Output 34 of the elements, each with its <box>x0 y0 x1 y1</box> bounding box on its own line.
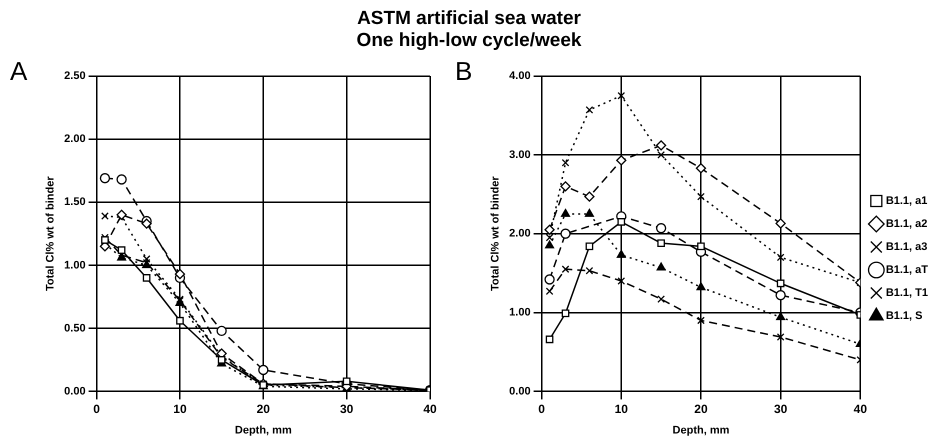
x-tick-label: 40 <box>423 402 437 416</box>
x-tick-label: 20 <box>256 402 270 416</box>
legend-label: B1.1, a2 <box>886 218 928 230</box>
y-tick-label: 2.00 <box>64 133 86 146</box>
x-tick-label: 10 <box>614 402 628 416</box>
y-tick-label: 0.00 <box>509 385 531 398</box>
x-tick-label: 0 <box>538 402 546 416</box>
legend-label: B1.1, aT <box>886 264 928 276</box>
x-tick-label: 0 <box>93 402 100 416</box>
x-axis-title: Depth, mm <box>234 424 292 436</box>
y-tick-label: 0.00 <box>64 385 86 398</box>
y-tick-label: 2.00 <box>509 228 531 240</box>
y-tick-label: 3.00 <box>509 148 531 161</box>
y-tick-label: 0.50 <box>64 322 86 334</box>
x-tick-label: 20 <box>694 402 708 416</box>
legend-label: B1.1, S <box>886 310 923 322</box>
text: ASTM artificial sea water One high-low cycle/week <box>356 8 582 52</box>
x-tick-label: 40 <box>854 402 868 416</box>
y-tick-label: 1.50 <box>64 196 86 208</box>
text: A <box>10 56 28 87</box>
y-tick-label: 1.00 <box>509 306 531 319</box>
text: B <box>455 56 472 87</box>
x-axis-title: Depth, mm <box>672 424 730 436</box>
x-tick-label: 30 <box>340 402 354 416</box>
y-axis-title: Total Cl% wt of binder <box>490 176 502 292</box>
y-axis-title: Total Cl% wt of binder <box>44 176 57 292</box>
legend-label: B1.1, T1 <box>886 287 928 300</box>
legend-label: B1.1, a1 <box>886 195 928 208</box>
y-tick-label: 1.00 <box>64 259 86 272</box>
x-tick-label: 10 <box>173 402 187 416</box>
y-tick-label: 2.50 <box>64 70 86 82</box>
y-tick-label: 4.00 <box>509 70 531 82</box>
legend-label: B1.1, a3 <box>886 241 928 254</box>
x-tick-label: 30 <box>774 402 788 416</box>
